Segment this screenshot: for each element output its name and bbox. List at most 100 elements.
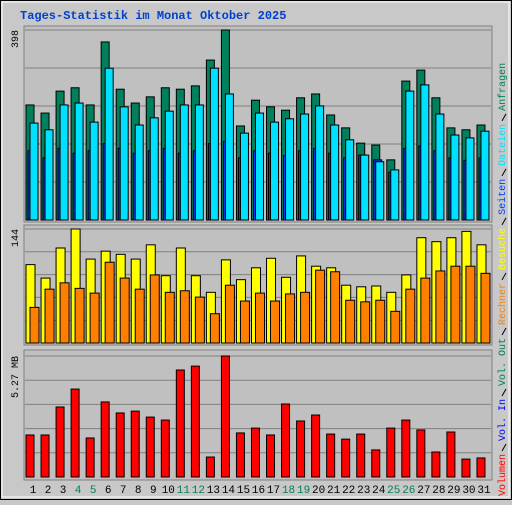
- bar: [164, 291, 175, 344]
- chart-title: Tages-Statistik im Monat Oktober 2025: [20, 9, 286, 23]
- x-tick-label: 5: [90, 485, 97, 497]
- bar: [416, 429, 426, 478]
- x-tick-label: 15: [237, 485, 250, 497]
- bar: [375, 161, 385, 221]
- x-tick-label: 6: [105, 485, 112, 497]
- x-tick-label: 21: [327, 485, 341, 497]
- bar: [164, 110, 174, 221]
- bar: [239, 132, 249, 221]
- bar: [44, 129, 54, 221]
- bar: [179, 290, 190, 344]
- bar: [345, 139, 355, 221]
- x-tick-label: 10: [162, 485, 175, 497]
- bar: [341, 438, 351, 478]
- bar: [250, 427, 260, 478]
- bar: [134, 124, 144, 221]
- legend-entry: Dateien: [497, 124, 509, 166]
- bar: [254, 292, 265, 344]
- bar: [356, 433, 366, 478]
- bar: [89, 292, 100, 344]
- bar: [401, 419, 411, 478]
- bar: [480, 272, 491, 344]
- x-tick-label: 7: [120, 485, 127, 497]
- x-tick-label: 18: [282, 485, 295, 497]
- legend-separator: [501, 388, 507, 397]
- bar: [450, 265, 461, 344]
- y-tick-label: 5.27 MB: [11, 356, 22, 398]
- bar: [285, 118, 295, 221]
- bar: [149, 117, 159, 221]
- x-tick-label: 28: [432, 485, 445, 497]
- bar: [296, 420, 306, 478]
- bar: [281, 403, 291, 478]
- bar: [465, 137, 475, 221]
- x-tick-label: 30: [462, 485, 475, 497]
- bar: [405, 90, 415, 221]
- bar: [360, 154, 370, 221]
- x-tick-label: 20: [312, 485, 325, 497]
- x-tick-label: 11: [177, 485, 191, 497]
- bar: [390, 169, 400, 221]
- legend-separator: [501, 113, 507, 122]
- x-tick-label: 2: [45, 485, 52, 497]
- bar: [315, 105, 325, 221]
- legend-separator: [501, 443, 507, 452]
- legend-entry: Anfragen: [497, 63, 509, 111]
- bar: [190, 365, 200, 478]
- bar: [420, 84, 430, 221]
- bar: [119, 106, 129, 221]
- bar: [435, 113, 445, 221]
- x-tick-label: 24: [372, 485, 386, 497]
- legend-entry: Vol. In: [497, 399, 509, 441]
- bar: [220, 355, 230, 478]
- bar: [254, 112, 264, 221]
- bar: [480, 130, 490, 221]
- x-tick-label: 8: [135, 485, 142, 497]
- x-tick-label: 4: [75, 485, 82, 497]
- bar: [371, 449, 381, 478]
- bar: [145, 416, 155, 478]
- bar: [29, 122, 39, 221]
- bar: [435, 270, 446, 344]
- y-tick-label: 144: [11, 229, 22, 247]
- bar: [115, 412, 125, 478]
- bar: [224, 284, 235, 344]
- bar: [100, 401, 110, 478]
- bar: [405, 288, 416, 344]
- legend-separator: [501, 168, 507, 177]
- bar: [476, 457, 486, 478]
- bar: [194, 296, 205, 344]
- bar: [375, 299, 386, 344]
- legend-entry: Vol. Out: [497, 338, 509, 386]
- bar: [89, 121, 99, 221]
- bar: [44, 288, 55, 344]
- bar: [74, 287, 85, 344]
- x-tick-label: 1: [30, 485, 37, 497]
- bar: [390, 310, 401, 344]
- x-tick-label: 29: [447, 485, 460, 497]
- x-tick-label: 14: [222, 485, 236, 497]
- bar: [179, 104, 189, 221]
- bar: [59, 282, 70, 344]
- bar: [175, 369, 185, 478]
- x-tick-label: 26: [402, 485, 415, 497]
- bar: [29, 306, 40, 344]
- bar: [25, 434, 35, 478]
- bar: [431, 451, 441, 478]
- bar: [55, 406, 65, 478]
- bar: [420, 277, 431, 344]
- bar: [85, 437, 95, 478]
- bar: [59, 104, 69, 221]
- bar: [386, 427, 396, 478]
- bar: [461, 458, 471, 478]
- bar: [194, 104, 204, 221]
- legend-separator: [501, 217, 507, 226]
- x-tick-label: 23: [357, 485, 370, 497]
- bar: [345, 299, 356, 344]
- bar: [300, 291, 311, 344]
- bar: [134, 288, 145, 344]
- bar: [130, 410, 140, 478]
- bar: [330, 124, 340, 221]
